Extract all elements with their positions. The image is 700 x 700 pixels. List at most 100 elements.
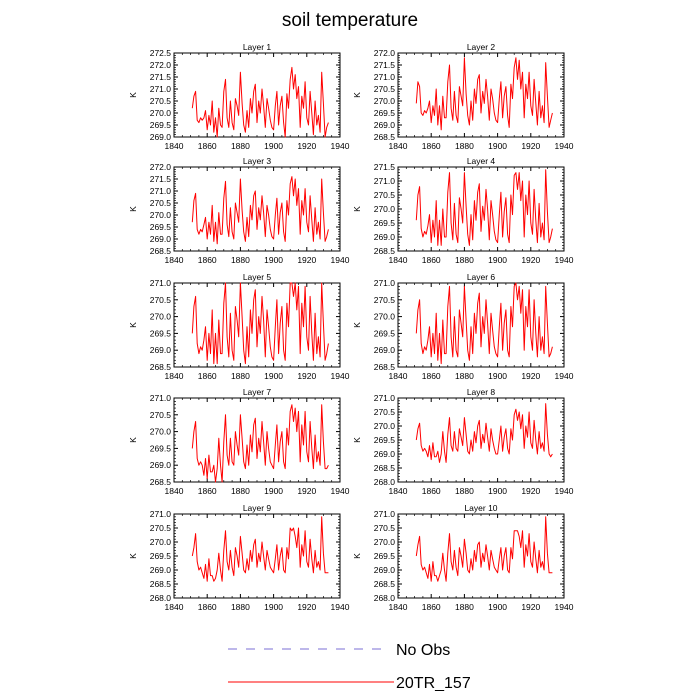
panel-title: Layer 5 — [243, 272, 272, 282]
x-tick-label: 1860 — [422, 371, 441, 381]
panel-layer-3: Layer 3 K 1840 1860 1880 1900 1920 1940 272.0 271… — [128, 156, 350, 265]
legend: No Obs 20TR_157 — [228, 642, 471, 692]
x-tick-label: 1900 — [264, 255, 283, 265]
x-tick-label: 1900 — [264, 486, 283, 496]
y-tick-label: 270.5 — [150, 295, 172, 305]
figure-title: soil temperature — [282, 10, 418, 31]
x-tick-label: 1840 — [165, 141, 184, 151]
x-tick-label: 1940 — [555, 255, 574, 265]
x-tick-label: 1880 — [231, 486, 250, 496]
x-tick-label: 1920 — [297, 602, 316, 612]
y-tick-label: 271.0 — [374, 72, 396, 82]
x-tick-label: 1900 — [488, 255, 507, 265]
y-tick-label: 268.5 — [150, 477, 172, 487]
y-tick-label: 268.5 — [374, 132, 396, 142]
y-tick-label: 269.5 — [374, 218, 396, 228]
series-line-20tr-157 — [191, 282, 329, 365]
y-tick-label: 269.0 — [150, 345, 172, 355]
y-tick-label: 269.0 — [374, 120, 396, 130]
x-tick-label: 1920 — [521, 602, 540, 612]
y-tick-label: 269.0 — [150, 565, 172, 575]
x-tick-label: 1900 — [264, 371, 283, 381]
y-axis-label: K — [128, 437, 138, 443]
x-tick-label: 1860 — [422, 141, 441, 151]
series-line-20tr-157 — [415, 57, 553, 131]
x-tick-label: 1880 — [455, 602, 474, 612]
y-tick-label: 270.5 — [374, 190, 396, 200]
y-tick-label: 269.5 — [150, 328, 172, 338]
y-tick-label: 270.5 — [150, 96, 172, 106]
panel-title: Layer 9 — [243, 503, 272, 513]
y-tick-label: 269.0 — [150, 234, 172, 244]
y-tick-label: 270.0 — [150, 427, 172, 437]
y-tick-label: 272.0 — [374, 48, 396, 58]
y-tick-label: 268.5 — [374, 362, 396, 372]
y-tick-label: 270.0 — [150, 108, 172, 118]
panels: Layer 1 K 1840 1860 1880 1900 1920 1940 272.5 272… — [128, 42, 574, 612]
x-tick-label: 1860 — [198, 486, 217, 496]
y-tick-label: 270.5 — [374, 84, 396, 94]
y-tick-label: 271.0 — [150, 278, 172, 288]
y-tick-label: 269.5 — [374, 108, 396, 118]
y-tick-label: 269.5 — [374, 551, 396, 561]
y-tick-label: 269.0 — [150, 132, 172, 142]
y-tick-label: 269.5 — [150, 443, 172, 453]
y-tick-label: 269.5 — [150, 551, 172, 561]
series-line-20tr-157 — [191, 176, 329, 245]
series-line-20tr-157 — [415, 403, 553, 463]
x-tick-label: 1860 — [422, 255, 441, 265]
y-tick-label: 271.0 — [150, 509, 172, 519]
x-tick-label: 1940 — [555, 486, 574, 496]
panel-frame — [397, 397, 565, 483]
x-tick-label: 1920 — [521, 141, 540, 151]
y-tick-label: 270.0 — [374, 537, 396, 547]
y-tick-label: 269.5 — [374, 435, 396, 445]
y-tick-label: 269.0 — [374, 345, 396, 355]
x-tick-label: 1840 — [165, 255, 184, 265]
panel-title: Layer 2 — [467, 42, 496, 52]
panel-title: Layer 1 — [243, 42, 272, 52]
x-tick-label: 1920 — [297, 255, 316, 265]
x-tick-label: 1920 — [297, 486, 316, 496]
x-tick-label: 1900 — [264, 141, 283, 151]
panel-layer-9: Layer 9 K 1840 1860 1880 1900 1920 1940 271.0 270… — [128, 503, 350, 612]
x-tick-label: 1940 — [331, 255, 350, 265]
y-tick-label: 269.5 — [150, 222, 172, 232]
y-tick-label: 268.5 — [150, 362, 172, 372]
panel-layer-10: Layer 10 K 1840 1860 1880 1900 1920 1940 271.0 27… — [352, 503, 574, 612]
x-tick-label: 1940 — [555, 602, 574, 612]
panel-layer-4: Layer 4 K 1840 1860 1880 1900 1920 1940 271.5 271… — [352, 156, 574, 265]
series-line-20tr-157 — [191, 516, 329, 582]
x-tick-label: 1940 — [331, 371, 350, 381]
y-axis-label: K — [352, 92, 362, 98]
panel-layer-8: Layer 8 K 1840 1860 1880 1900 1920 1940 271.0 270… — [352, 387, 574, 496]
y-tick-label: 271.0 — [374, 509, 396, 519]
x-tick-label: 1900 — [264, 602, 283, 612]
y-tick-label: 268.5 — [150, 579, 172, 589]
y-tick-label: 270.5 — [150, 410, 172, 420]
series-line-20tr-157 — [415, 516, 553, 582]
y-tick-label: 272.0 — [150, 162, 172, 172]
x-tick-label: 1880 — [231, 141, 250, 151]
x-tick-label: 1840 — [165, 371, 184, 381]
panel-layer-1: Layer 1 K 1840 1860 1880 1900 1920 1940 272.5 272… — [128, 42, 350, 151]
y-tick-label: 268.5 — [150, 246, 172, 256]
x-tick-label: 1860 — [198, 371, 217, 381]
y-tick-label: 271.5 — [150, 72, 172, 82]
y-axis-label: K — [352, 553, 362, 559]
y-tick-label: 269.5 — [374, 328, 396, 338]
y-tick-label: 270.5 — [150, 198, 172, 208]
x-tick-label: 1840 — [389, 602, 408, 612]
x-tick-label: 1920 — [297, 141, 316, 151]
panel-title: Layer 7 — [243, 387, 272, 397]
x-tick-label: 1920 — [521, 255, 540, 265]
panel-layer-6: Layer 6 K 1840 1860 1880 1900 1920 1940 271.0 270… — [352, 272, 574, 381]
y-tick-label: 270.5 — [150, 523, 172, 533]
y-axis-label: K — [128, 322, 138, 328]
y-tick-label: 271.0 — [150, 186, 172, 196]
y-tick-label: 272.5 — [150, 48, 172, 58]
x-tick-label: 1900 — [488, 602, 507, 612]
x-tick-label: 1840 — [389, 255, 408, 265]
series-line-20tr-157 — [415, 282, 553, 365]
y-tick-label: 269.0 — [374, 565, 396, 575]
